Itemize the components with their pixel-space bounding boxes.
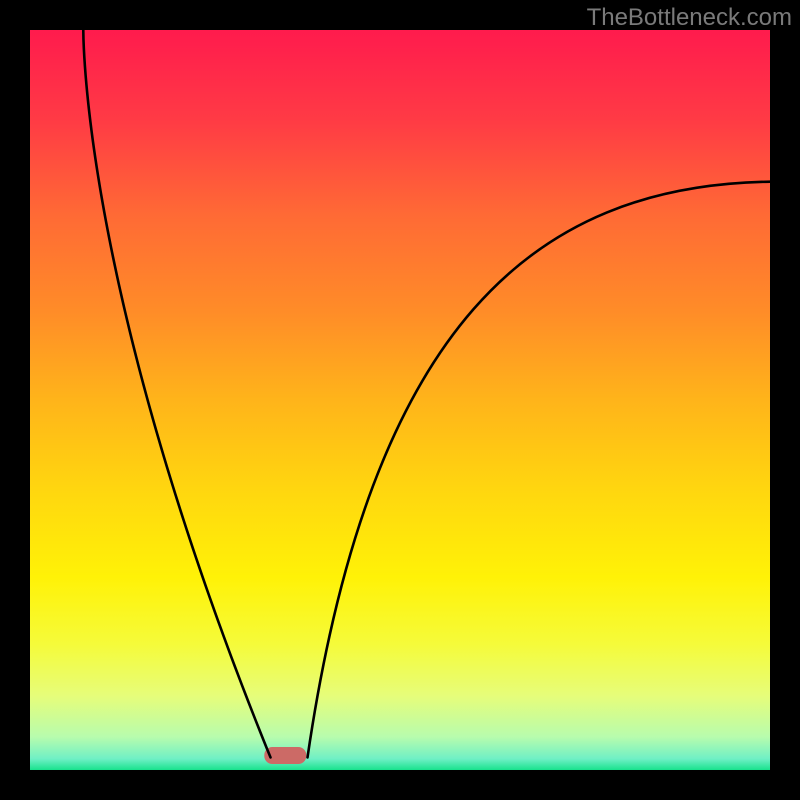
chart-stage: TheBottleneck.com <box>0 0 800 800</box>
gradient-background <box>30 30 770 770</box>
chart-svg <box>0 0 800 800</box>
